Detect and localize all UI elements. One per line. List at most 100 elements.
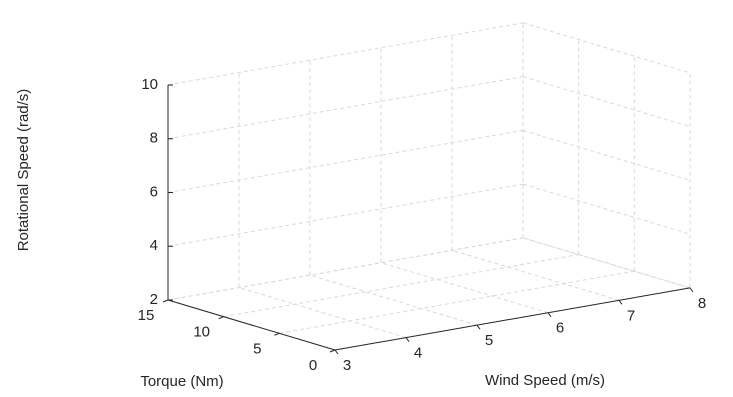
mesh-cell <box>392 158 442 196</box>
mesh-hatch <box>294 284 330 301</box>
mesh-hatch <box>302 205 338 233</box>
z-tick-label: 4 <box>150 237 158 254</box>
x-tick <box>689 287 694 293</box>
mesh-hatch <box>558 142 594 161</box>
mesh-cell <box>485 123 535 161</box>
mesh-hatch <box>348 186 370 198</box>
mesh-cell <box>511 78 561 91</box>
mesh-cell <box>569 91 619 108</box>
mesh-cell <box>272 274 322 297</box>
mesh-hatch <box>403 165 439 193</box>
mesh-hatch <box>563 129 585 153</box>
mesh-hatch <box>320 298 356 311</box>
mesh-hatch <box>356 185 392 215</box>
mesh-hatch <box>427 219 449 239</box>
mesh-hatch <box>336 196 358 208</box>
mesh-hatch <box>320 285 342 297</box>
mesh-hatch <box>556 105 592 109</box>
mesh-hatch <box>534 113 556 132</box>
grid-line <box>238 287 407 339</box>
mesh-hatch <box>328 302 364 314</box>
grid-line <box>451 249 620 301</box>
mesh-hatch <box>271 246 293 256</box>
mesh-hatch <box>453 132 475 149</box>
mesh-hatch <box>573 159 595 182</box>
mesh-hatch <box>470 226 506 248</box>
mesh-hatch <box>440 198 476 222</box>
mesh-hatch <box>250 265 286 284</box>
mesh-hatch <box>464 162 500 187</box>
mesh-hatch <box>372 166 394 178</box>
mesh-hatch <box>617 108 639 123</box>
mesh-hatch <box>458 216 494 238</box>
grid-line <box>522 76 691 128</box>
mesh-hatch <box>391 263 427 282</box>
mesh-hatch <box>354 181 376 193</box>
mesh-hatch <box>293 256 315 265</box>
mesh-hatch <box>332 279 354 291</box>
mesh-hatch <box>267 233 303 257</box>
mesh-hatch <box>412 120 448 148</box>
grid-line <box>522 22 691 74</box>
z-tick-label: 2 <box>150 291 158 308</box>
mesh-hatch <box>472 224 494 244</box>
mesh-hatch <box>625 130 661 137</box>
y-tick <box>218 316 224 320</box>
y-tick-label: 5 <box>253 340 261 357</box>
mesh-cell <box>600 138 650 167</box>
mesh-hatch <box>404 222 440 246</box>
mesh-hatch <box>487 184 523 209</box>
mesh-hatch <box>330 301 352 312</box>
mesh-hatch <box>483 85 519 97</box>
mesh-cell <box>436 194 486 232</box>
mesh-cell <box>476 81 526 101</box>
y-tick-label: 15 <box>138 307 155 324</box>
mesh-hatch <box>524 111 560 126</box>
mesh-hatch <box>628 120 650 140</box>
mesh-hatch <box>492 173 514 196</box>
mesh-hatch <box>399 163 435 191</box>
mesh-hatch <box>600 104 622 119</box>
mesh-hatch <box>511 80 547 81</box>
mesh-hatch <box>421 223 443 242</box>
mesh-hatch <box>312 215 334 227</box>
mesh-hatch <box>550 134 586 152</box>
x-tick-label: 8 <box>698 295 706 312</box>
mesh-hatch <box>327 258 349 269</box>
grid-line <box>167 22 524 86</box>
mesh-hatch <box>298 203 334 231</box>
mesh-hatch <box>400 174 422 189</box>
mesh-hatch <box>502 81 524 93</box>
mesh-hatch <box>518 95 540 111</box>
mesh-hatch <box>496 209 518 230</box>
mesh-hatch <box>586 121 608 143</box>
grid-line <box>167 183 524 247</box>
mesh-hatch <box>274 287 296 296</box>
mesh-hatch <box>544 184 580 206</box>
mesh-hatch <box>403 236 425 254</box>
mesh-hatch <box>555 80 577 92</box>
mesh-hatch <box>443 109 465 123</box>
mesh-column <box>366 171 477 255</box>
mesh-hatch <box>302 288 338 304</box>
mesh-hatch <box>356 266 378 280</box>
grid-line <box>279 270 635 334</box>
mesh-cell <box>263 231 313 262</box>
mesh-hatch <box>347 230 383 254</box>
mesh-hatch <box>486 178 508 201</box>
mesh-hatch <box>453 152 489 177</box>
mesh-hatch <box>498 169 520 192</box>
mesh-hatch <box>252 280 274 287</box>
mesh-hatch <box>452 166 474 186</box>
mesh-hatch <box>662 143 684 164</box>
mesh-hatch <box>478 220 500 240</box>
mesh-hatch <box>466 108 502 133</box>
mesh-cell <box>414 173 464 212</box>
mesh-hatch <box>258 276 280 284</box>
mesh-cell <box>365 243 415 275</box>
mesh-hatch <box>396 271 418 287</box>
mesh-hatch <box>332 221 368 247</box>
grid-line <box>309 274 478 326</box>
mesh-hatch <box>382 203 418 230</box>
mesh-hatch <box>595 96 617 108</box>
